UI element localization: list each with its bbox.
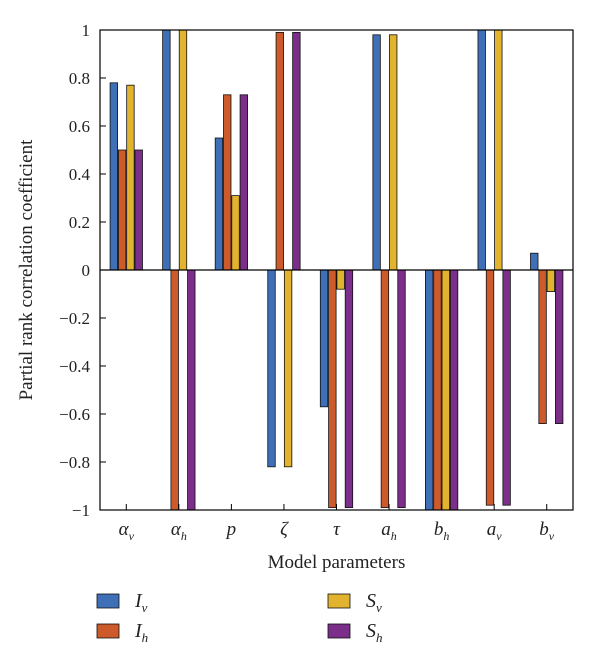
x-category-label: αh (171, 519, 187, 543)
x-axis-title: Model parameters (268, 552, 406, 573)
y-tick-label: 0 (82, 261, 91, 280)
y-tick-label: −0.4 (59, 357, 90, 376)
x-category-label: av (487, 519, 503, 543)
y-tick-label: 1 (82, 21, 91, 40)
legend-swatch (96, 593, 120, 609)
bar-2-8 (485, 269, 495, 506)
x-category-label: ah (381, 519, 397, 543)
x-category-label: bv (539, 519, 555, 543)
x-category-label: bh (434, 519, 450, 543)
bar-4-8 (502, 269, 511, 506)
bar-2-3 (223, 94, 232, 271)
bar-2-5 (328, 269, 337, 509)
legend-swatch (327, 623, 351, 639)
legend: Iv Ih Sv Sh (96, 590, 383, 645)
bar-4-5 (344, 269, 354, 509)
x-category-label: αv (119, 519, 135, 543)
y-tick-label: −0.6 (59, 405, 90, 424)
bar-2-2 (170, 269, 179, 511)
bar-4-1 (134, 149, 143, 271)
bar-2-7 (433, 269, 442, 511)
x-category-label: p (225, 519, 237, 540)
legend-swatch (96, 623, 120, 639)
y-tick-label: −1 (72, 501, 90, 520)
bar-2-6 (380, 269, 390, 509)
y-axis-ticks: 1 0.8 0.6 0.4 0.2 0 −0.2 −0.4 −0.6 −0.8 −1 (59, 21, 106, 520)
bar-3-7 (441, 269, 450, 511)
bar-2-1 (117, 149, 127, 271)
bar-1-9 (530, 252, 539, 271)
bar-1-1 (109, 82, 118, 271)
bar-1-7 (425, 269, 434, 511)
legend-label: Sv (366, 590, 382, 615)
bar-4-7 (449, 269, 459, 511)
bar-1-8 (477, 29, 486, 271)
bar-4-9 (555, 269, 564, 425)
bar-2-9 (538, 269, 547, 425)
bar-1-2 (162, 29, 171, 271)
bar-4-4 (292, 32, 301, 271)
bar-1-3 (214, 137, 224, 271)
legend-swatch (327, 593, 351, 609)
x-axis-category-labels: αv αh p ζ τ ah bh av bv (119, 519, 555, 543)
y-tick-label: −0.8 (59, 453, 90, 472)
bar-3-1 (126, 84, 135, 271)
bar-3-4 (283, 269, 293, 468)
bar-1-6 (372, 34, 381, 271)
y-tick-label: 0.8 (69, 69, 90, 88)
legend-label: Sh (366, 620, 383, 645)
bar-3-6 (389, 34, 398, 271)
bar-3-2 (178, 29, 188, 271)
bar-3-5 (336, 269, 345, 290)
y-axis-title: Partial rank correlation coefficient (16, 139, 37, 400)
bar-3-9 (546, 269, 556, 293)
legend-label: Iv (134, 590, 148, 615)
bar-2-4 (275, 32, 284, 271)
y-tick-label: −0.2 (59, 309, 90, 328)
plot-frame (99, 29, 574, 511)
y-tick-label: 0.4 (69, 165, 91, 184)
bar-1-4 (267, 269, 276, 468)
y-tick-label: 0.2 (69, 213, 90, 232)
x-category-label: τ (333, 519, 341, 540)
bar-4-2 (187, 269, 196, 511)
bar-4-3 (239, 94, 248, 271)
legend-label: Ih (134, 620, 148, 645)
bar-3-8 (494, 29, 503, 271)
x-category-label: ζ (280, 519, 289, 540)
y-tick-label: 0.6 (69, 117, 90, 136)
bar-3-3 (231, 195, 240, 271)
bar-1-5 (319, 269, 329, 408)
bar-4-6 (397, 269, 406, 509)
